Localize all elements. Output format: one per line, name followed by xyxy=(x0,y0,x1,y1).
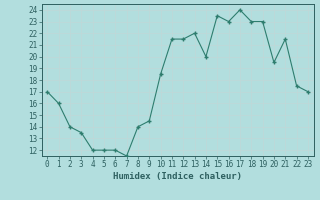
X-axis label: Humidex (Indice chaleur): Humidex (Indice chaleur) xyxy=(113,172,242,181)
